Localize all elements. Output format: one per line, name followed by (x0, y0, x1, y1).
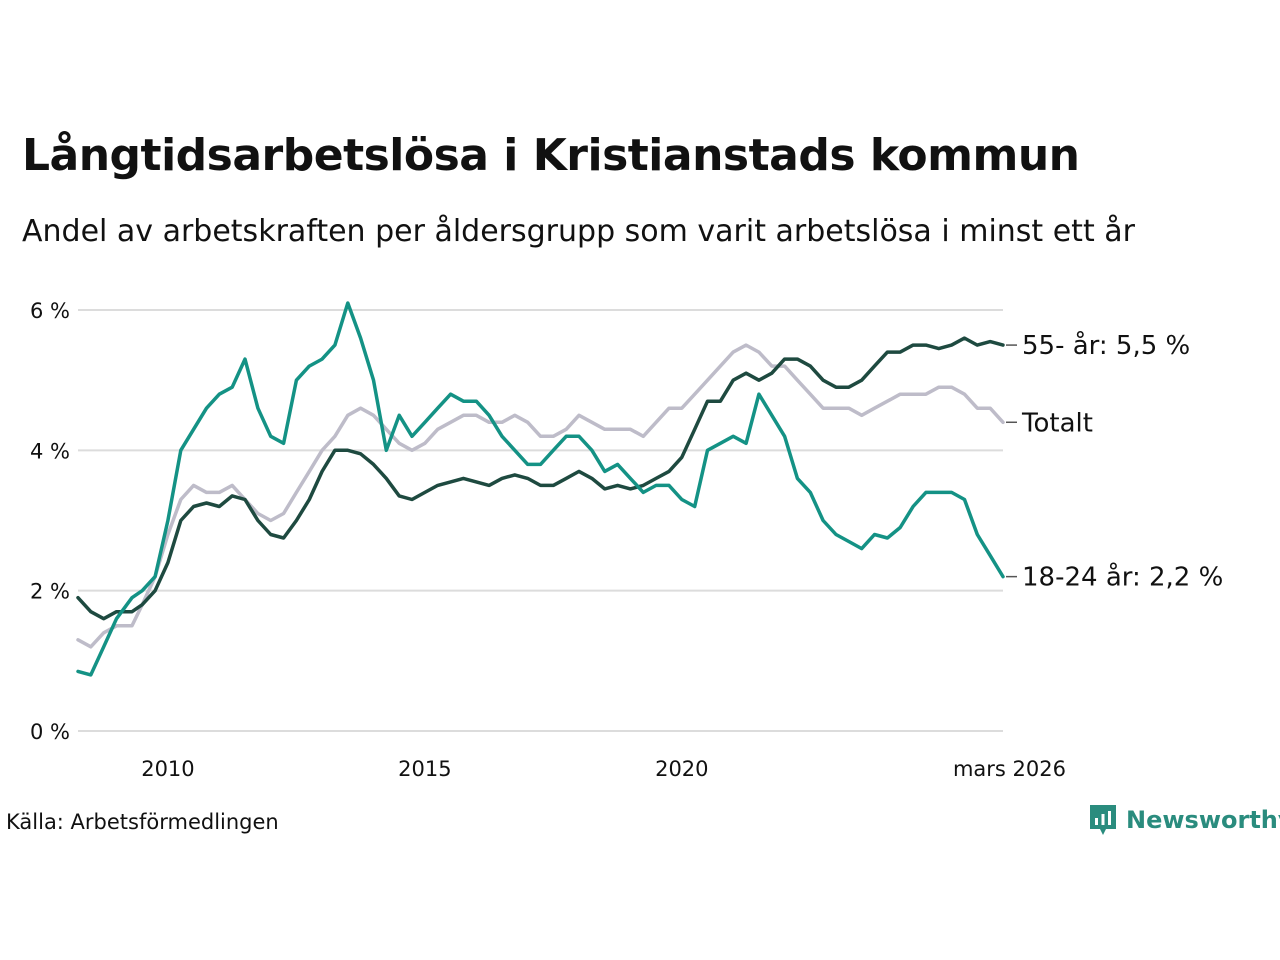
brand-name: Newsworthy (1126, 806, 1280, 834)
series-line-1 (76, 336, 1005, 621)
x-tick-label: 2015 (398, 757, 451, 781)
y-tick-label: 4 % (30, 439, 70, 463)
x-tick-label: 2020 (655, 757, 708, 781)
series-end-label: Totalt (1021, 408, 1093, 438)
series-lines (76, 301, 1005, 677)
chart-subtitle: Andel av arbetskraften per åldersgrupp s… (22, 214, 1135, 249)
x-axis-ticks: 2010 2015 2020 mars 2026 (141, 757, 1066, 781)
source-note: Källa: Arbetsförmedlingen (6, 810, 279, 834)
y-tick-label: 2 % (30, 580, 70, 604)
chart-title: Långtidsarbetslösa i Kristianstads kommu… (22, 130, 1080, 181)
line-chart: 0 % 2 % 4 % 6 % 2010 2015 2020 mars 2026 Total… (30, 299, 1223, 781)
series-line-2 (76, 301, 1005, 677)
y-tick-label: 6 % (30, 299, 70, 323)
series-line-0 (76, 343, 1005, 649)
newsworthy-logo-icon (1090, 805, 1116, 835)
y-axis-ticks: 0 % 2 % 4 % 6 % (30, 299, 70, 744)
series-end-label: 55- år: 5,5 % (1022, 330, 1190, 361)
grid-lines (78, 309, 1003, 732)
x-tick-label: mars 2026 (953, 757, 1066, 781)
y-tick-label: 0 % (30, 720, 70, 744)
series-end-label: 18-24 år: 2,2 % (1022, 562, 1223, 593)
brand-logo[interactable]: Newsworthy (1088, 803, 1280, 837)
x-tick-label: 2010 (141, 757, 194, 781)
series-end-labels: Totalt 55- år: 5,5 % 18-24 år: 2,2 % (1006, 330, 1223, 593)
